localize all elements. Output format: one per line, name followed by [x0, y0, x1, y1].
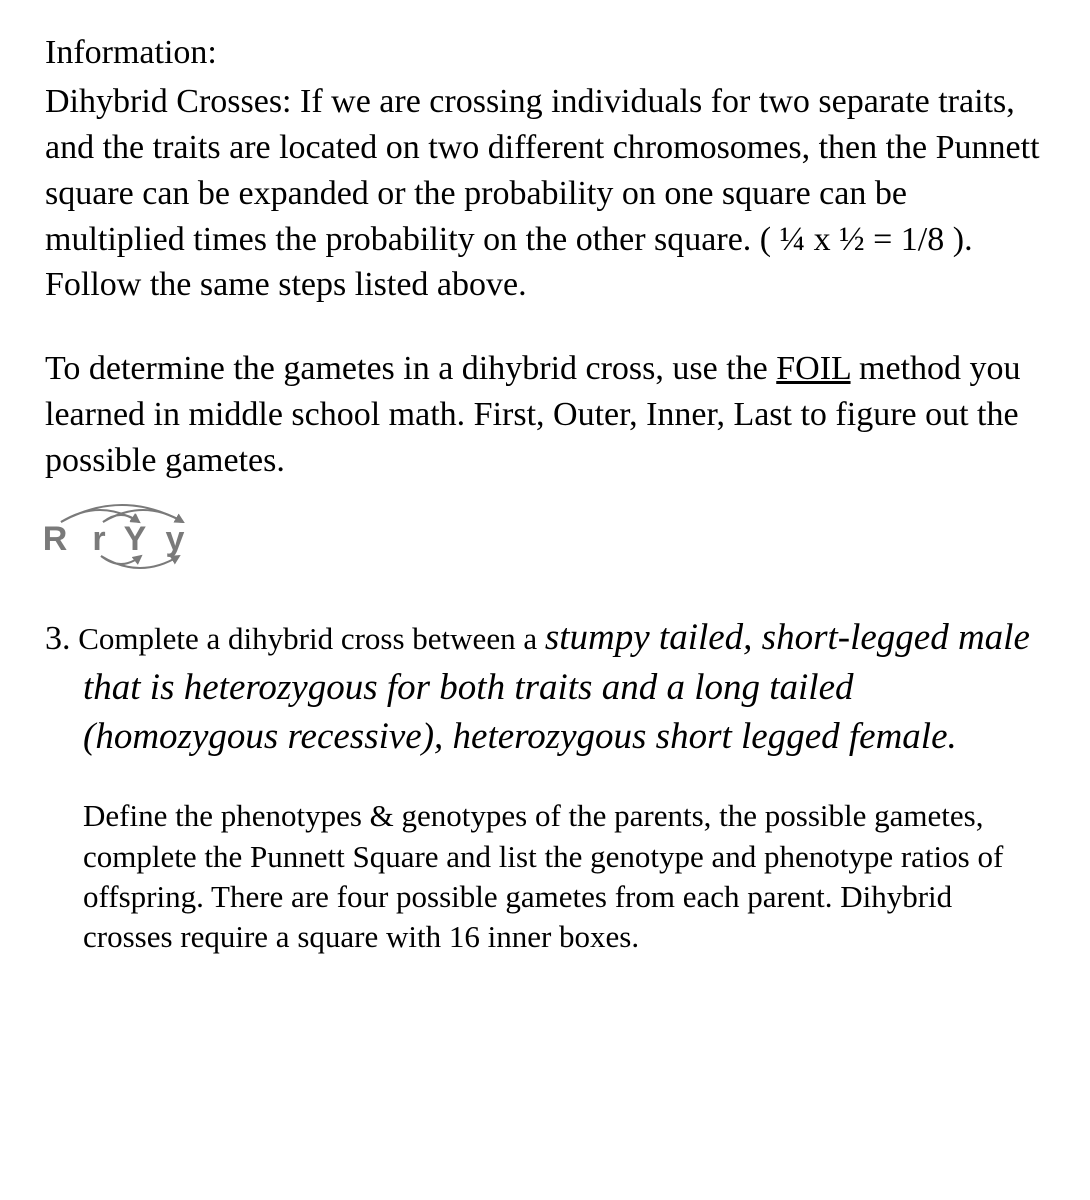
info-heading: Information: — [45, 30, 1045, 76]
svg-text:Y: Y — [124, 520, 147, 558]
dihybrid-lead: Dihybrid Crosses: — [45, 83, 292, 120]
question-number: 3. — [45, 620, 71, 657]
svg-text:y: y — [166, 520, 185, 558]
svg-text:R: R — [43, 520, 67, 558]
foil-svg: RrYy — [43, 486, 223, 586]
question-3: 3. Complete a dihybrid cross between a s… — [45, 613, 1045, 763]
foil-pre: To determine the gametes in a dihybrid c… — [45, 350, 776, 387]
dihybrid-paragraph: Dihybrid Crosses: If we are crossing ind… — [45, 79, 1045, 308]
foil-diagram: RrYy — [43, 486, 1045, 593]
svg-text:r: r — [92, 520, 105, 558]
instructions-paragraph: Define the phenotypes & genotypes of the… — [45, 796, 1045, 957]
foil-paragraph: To determine the gametes in a dihybrid c… — [45, 346, 1045, 484]
foil-underlined: FOIL — [776, 350, 850, 387]
question-intro: Complete a dihybrid cross between a — [71, 621, 545, 656]
